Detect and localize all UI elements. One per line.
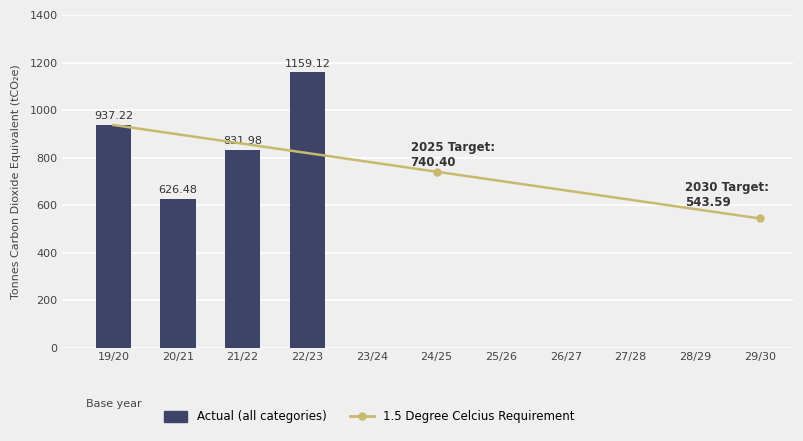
Text: Base year: Base year <box>85 399 141 409</box>
Text: 1159.12: 1159.12 <box>284 59 330 69</box>
1.5 Degree Celcius Requirement <box>431 169 441 174</box>
Bar <box>289 72 324 348</box>
Text: 626.48: 626.48 <box>158 185 198 195</box>
Line: 1.5 Degree Celcius Requirement: 1.5 Degree Celcius Requirement <box>113 125 759 218</box>
Text: 2030 Target:
543.59: 2030 Target: 543.59 <box>684 181 768 209</box>
1.5 Degree Celcius Requirement <box>754 216 764 221</box>
Bar <box>160 199 196 348</box>
Y-axis label: Tonnes Carbon Dioxide Equivalent (tCO₂e): Tonnes Carbon Dioxide Equivalent (tCO₂e) <box>11 64 21 299</box>
Text: 937.22: 937.22 <box>94 112 132 121</box>
Text: 2025 Target:
740.40: 2025 Target: 740.40 <box>410 141 494 169</box>
1.5 Degree Celcius Requirement <box>108 122 118 127</box>
Legend: Actual (all categories), 1.5 Degree Celcius Requirement: Actual (all categories), 1.5 Degree Celc… <box>159 406 579 428</box>
Text: 831.98: 831.98 <box>223 136 262 146</box>
Bar <box>225 150 260 348</box>
Bar <box>96 125 131 348</box>
